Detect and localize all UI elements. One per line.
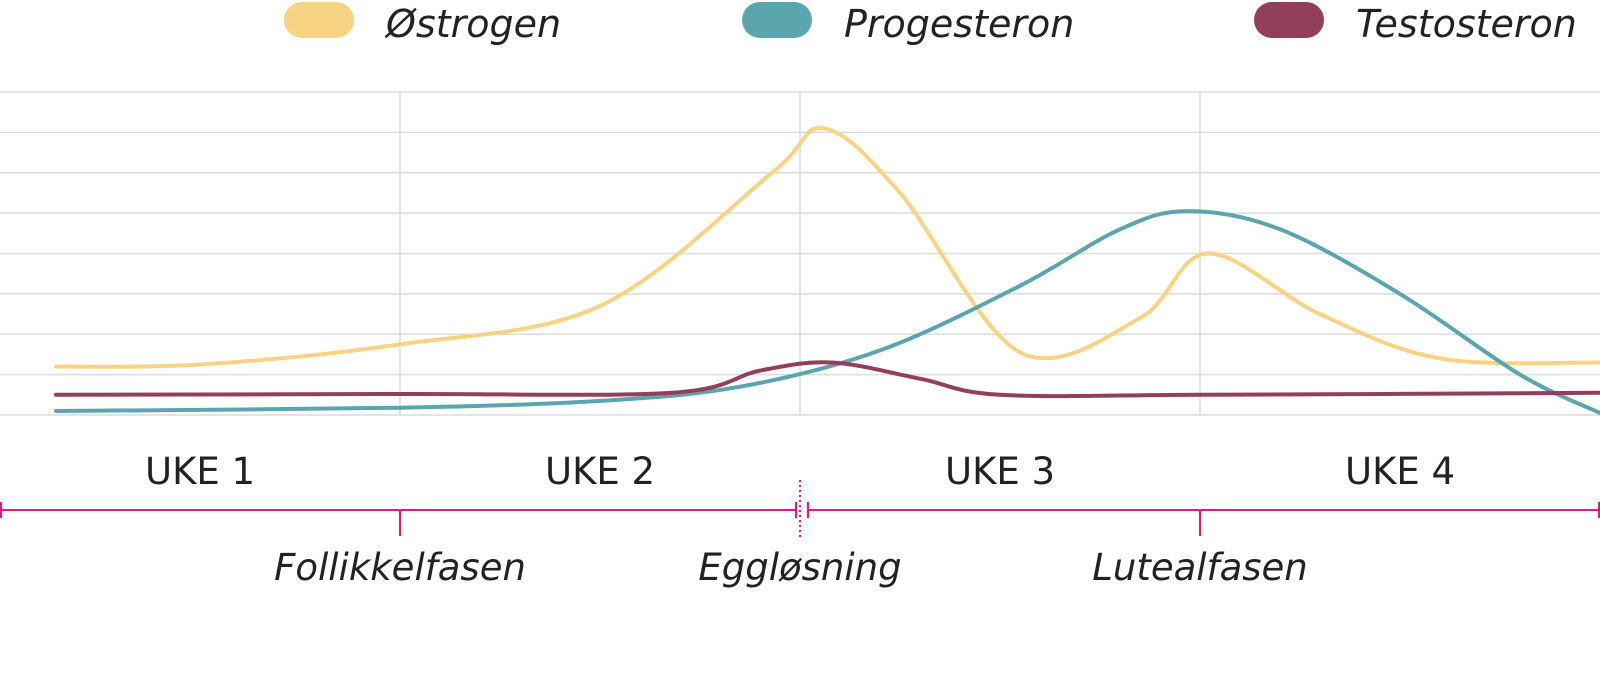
legend-swatch xyxy=(742,2,812,38)
week-label: UKE 3 xyxy=(945,450,1055,493)
legend-label: Testosteron xyxy=(1356,2,1577,46)
week-label: UKE 2 xyxy=(545,450,655,493)
legend-label: Østrogen xyxy=(384,2,561,46)
week-label: UKE 4 xyxy=(1345,450,1455,493)
legend: Østrogen Progesteron Testosteron xyxy=(284,2,1577,46)
legend-item-ostrogen: Østrogen xyxy=(284,2,561,46)
phase-labels: Follikkelfasen Eggløsning Lutealfasen xyxy=(274,546,1308,589)
phase-label-egglosning: Eggløsning xyxy=(698,546,901,589)
week-label: UKE 1 xyxy=(145,450,255,493)
legend-label: Progesteron xyxy=(844,2,1074,46)
series-line-testosteron xyxy=(54,360,1600,399)
legend-item-testosteron: Testosteron xyxy=(1254,2,1577,46)
series-line-ostrogen xyxy=(54,125,1600,369)
legend-swatch xyxy=(284,2,354,38)
week-labels: UKE 1 UKE 2 UKE 3 UKE 4 xyxy=(145,450,1455,493)
phase-label-lutealfasen: Lutealfasen xyxy=(1092,546,1307,589)
phase-axis xyxy=(0,480,1600,538)
legend-swatch xyxy=(1254,2,1324,38)
series-group xyxy=(54,125,1600,415)
phase-label-follikkelfasen: Follikkelfasen xyxy=(274,546,526,589)
legend-item-progesteron: Progesteron xyxy=(742,2,1074,46)
series-line-progesteron xyxy=(54,209,1600,415)
